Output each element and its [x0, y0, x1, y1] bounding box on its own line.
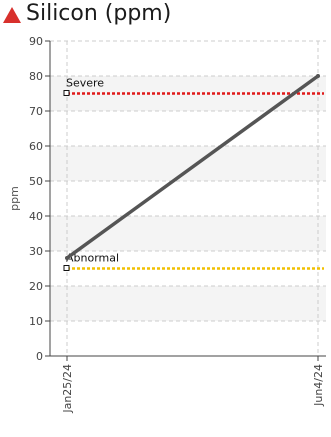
data-point — [316, 74, 320, 78]
y-tick-label: 70 — [29, 105, 43, 118]
x-tick-label: Jun4/24 — [312, 364, 325, 407]
y-tick-label: 0 — [36, 350, 43, 363]
chart-title: Silicon (ppm) — [26, 1, 172, 26]
y-tick-label: 50 — [29, 175, 43, 188]
limit-label: Abnormal — [66, 252, 119, 265]
y-tick-label: 30 — [29, 245, 43, 258]
limit-marker — [63, 265, 70, 271]
series-group — [65, 74, 320, 260]
series-line — [65, 74, 320, 260]
tick-labels: 0 10 20 30 40 50 60 70 80 90 Jan25/24 Jun4/24 ppm — [8, 35, 325, 414]
grid-lines — [50, 40, 326, 356]
x-tick-label: Jan25/24 — [61, 364, 74, 414]
y-tick-label: 90 — [29, 35, 43, 48]
y-tick-label: 40 — [29, 210, 43, 223]
plot-band — [50, 286, 326, 321]
y-tick-label: 80 — [29, 70, 43, 83]
y-tick-label: 10 — [29, 315, 43, 328]
axes — [45, 40, 326, 361]
limit-lines: Severe Abnormal — [63, 77, 324, 271]
y-tick-label: 60 — [29, 140, 43, 153]
warning-triangle-icon — [3, 7, 21, 23]
plot-band — [50, 146, 326, 181]
chart-header: Silicon (ppm) — [0, 0, 331, 34]
plot-band — [50, 216, 326, 251]
y-tick-label: 20 — [29, 280, 43, 293]
limit-label: Severe — [66, 77, 104, 90]
data-point — [65, 256, 69, 260]
plot-bands — [50, 76, 326, 321]
limit-marker — [63, 90, 70, 96]
y-axis-title: ppm — [8, 186, 21, 211]
